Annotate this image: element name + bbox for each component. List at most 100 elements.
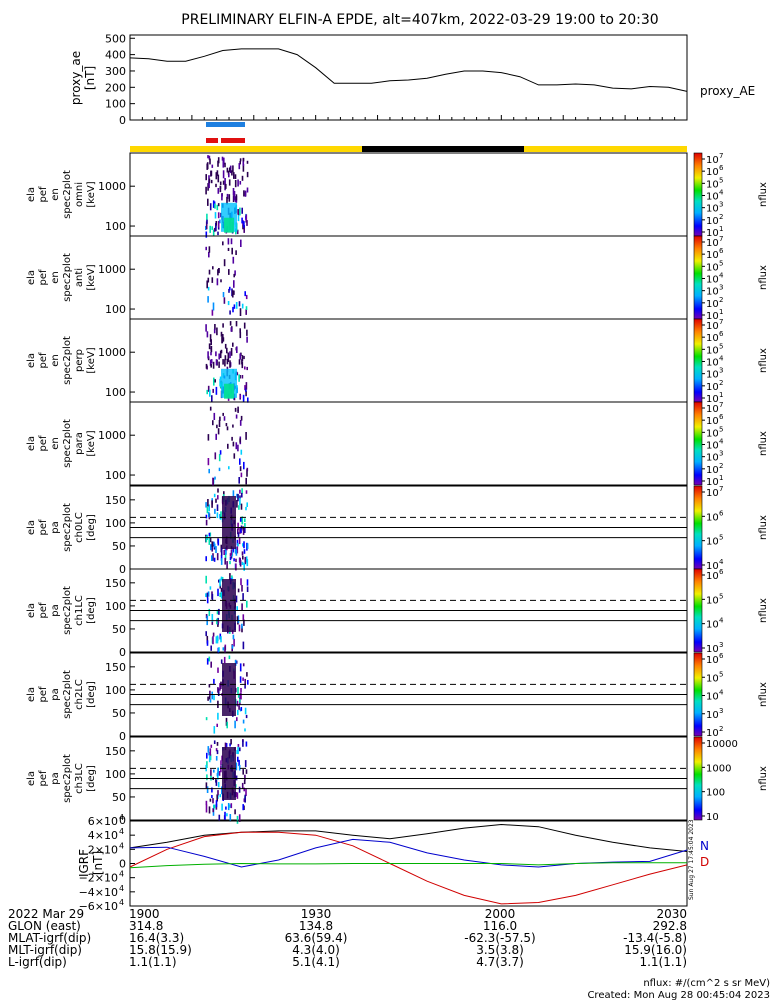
spectrogram-pixel	[214, 324, 216, 331]
spectrogram-pixel	[208, 181, 210, 189]
spectrogram-pixel	[226, 561, 228, 569]
spectrogram-pixel	[240, 239, 242, 247]
spectrogram-pixel	[225, 806, 227, 810]
footer-row-label: GLON (east)	[8, 919, 81, 933]
spectrogram-pixel	[216, 750, 219, 755]
spectrogram-pixel	[213, 201, 216, 205]
spectrogram-pixel	[236, 616, 239, 621]
pa-ytick-label: 150	[105, 661, 126, 674]
spectrogram-pixel	[237, 687, 239, 695]
spectrogram-pixel	[215, 433, 217, 440]
igrf-ytick-label: 0	[119, 858, 126, 871]
spectrogram-pixel	[234, 407, 237, 412]
spectrogram-pixel	[226, 193, 229, 199]
spectrogram-pixel	[206, 213, 208, 221]
spectrogram-pixel	[219, 592, 221, 597]
colorbar-tick-label: 10	[706, 216, 719, 227]
panel-ylabel-line: pef	[38, 269, 49, 286]
panel-ylabel-line: ela	[26, 771, 37, 786]
colorbar-tick-exponent: 3	[719, 641, 723, 649]
colorbar-strip	[693, 152, 703, 237]
spectrogram-pixel	[226, 358, 229, 365]
spectrogram-pixel	[218, 353, 220, 360]
igrf-ytick-exponent: 4	[119, 841, 124, 850]
colorbar-label: nflux	[758, 182, 769, 207]
colorbar-tick-exponent: 4	[719, 558, 724, 566]
spectrogram-pixel	[243, 355, 245, 360]
spectrogram-pixel	[240, 688, 242, 693]
ae-legend: proxy_AE	[700, 84, 755, 98]
spectrogram-pixel	[209, 798, 212, 802]
spectrogram-pixel	[206, 658, 209, 665]
spectrogram-pixel	[215, 546, 217, 553]
spectrogram-pixel	[241, 551, 244, 556]
en-ytick-label: 100	[105, 469, 126, 482]
pa-ytick-label: 0	[119, 730, 126, 743]
spectrogram-pixel	[215, 636, 218, 644]
spectrogram-pixel	[208, 537, 211, 545]
footer-row-value: -62.3(-57.5)	[464, 931, 535, 945]
igrf-series-line-2	[129, 831, 688, 905]
spectrogram-pixel	[213, 543, 216, 548]
spectrogram-pixel	[228, 269, 230, 275]
spectrogram-pixel	[206, 592, 209, 598]
spectrogram-pixel	[234, 180, 237, 188]
panel-ylabel-line: [keV]	[86, 264, 97, 290]
panel-ylabel-line: pa	[50, 604, 61, 616]
spectrogram-pixel	[246, 559, 249, 567]
spectrogram-pixel	[241, 207, 243, 214]
spectrogram-pixel	[216, 794, 218, 802]
spectrogram-pixel	[219, 578, 221, 587]
spectrogram-pixel	[240, 449, 243, 455]
igrf-ytick-label: −2×10	[79, 872, 118, 885]
footer-row-value: 4.7(3.7)	[476, 955, 524, 969]
en-ytick-label: 100	[105, 303, 126, 316]
ae-ytick-label: 400	[105, 49, 126, 62]
spectrogram-pixel	[245, 490, 248, 494]
spectrogram-pixel	[239, 489, 241, 494]
spectrogram-pixel	[229, 561, 231, 565]
spectrogram-panel-2: 1000 100 ela pef en spec2plot anti [keV]	[26, 235, 688, 320]
colorbar-tick-label: 10	[706, 262, 719, 273]
spectrogram-pixel	[244, 556, 247, 565]
spectrogram-pixel	[232, 490, 235, 497]
spectrogram-pixel	[223, 550, 225, 555]
spectrogram-pixel	[217, 782, 220, 788]
spectrogram-pixel	[217, 212, 220, 219]
spectrogram-pixel	[207, 183, 209, 191]
spectrogram-pixel	[217, 188, 220, 194]
spectrogram-pixel	[237, 744, 240, 748]
spectrogram-pixel	[235, 558, 237, 563]
panel-ylabel-line: en	[50, 271, 61, 284]
spectrogram-pixel	[233, 191, 236, 195]
spectrogram-pixel	[224, 811, 226, 820]
spectrogram-pixel	[210, 645, 212, 651]
spectrogram-pixel	[241, 623, 243, 629]
colorbar-tick-exponent: 5	[719, 534, 723, 542]
spectrogram-pixel	[212, 632, 215, 637]
spectrogram-pixel	[246, 600, 248, 608]
panel-ylabel-line: pa	[50, 521, 61, 533]
spectrogram-pixel	[237, 532, 240, 537]
footer-row-label: MLAT-igrf(dip)	[8, 931, 91, 945]
spectrogram-pixel	[234, 270, 236, 276]
colorbar-tick-exponent: 5	[719, 176, 723, 184]
spectrogram-pixel	[238, 814, 241, 822]
spectrogram-pixel	[222, 180, 225, 185]
spectrogram-pixel	[237, 529, 239, 535]
colorbar-tick-exponent: 6	[719, 568, 724, 576]
spectrogram-pixel	[217, 667, 219, 673]
spectrogram-pixel	[239, 560, 242, 567]
colorbar-tick-label: 10	[706, 428, 719, 439]
spectrogram-core-green	[224, 383, 234, 399]
spectrogram-pixel	[222, 323, 224, 328]
spectrogram-pixel	[245, 309, 247, 315]
spectrogram-pixel	[220, 587, 223, 594]
footer-row-value: 134.8	[299, 919, 333, 933]
spectrogram-pixel	[206, 219, 208, 224]
spectrogram-pixel	[246, 366, 248, 371]
spectrogram-pixel	[208, 246, 211, 253]
spectrogram-pixel	[207, 434, 210, 441]
spectrogram-pixel	[205, 246, 207, 251]
panel-ylabel-line: ela	[26, 520, 37, 535]
